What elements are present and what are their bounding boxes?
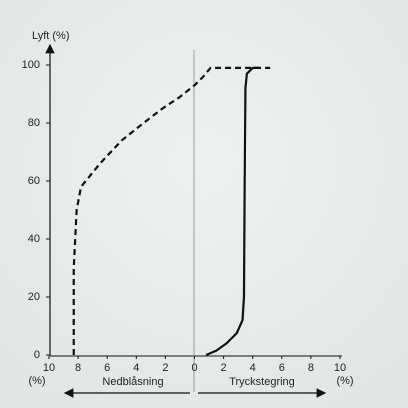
- x-label-left: Nedblåsning: [102, 376, 163, 388]
- x-tick-label: 6: [279, 362, 285, 374]
- data-line: [205, 66, 259, 357]
- x-tick-label: 10: [334, 362, 346, 374]
- y-tick-label: 100: [22, 59, 40, 71]
- y-tick-label: 0: [34, 349, 40, 361]
- y-tick-label: 80: [28, 117, 40, 129]
- x-tick-label: 8: [308, 362, 314, 374]
- y-tick-label: 60: [28, 175, 40, 187]
- x-tick-label: 4: [250, 362, 256, 374]
- x-tick-label: 2: [162, 362, 168, 374]
- y-tick-label: 40: [28, 233, 40, 245]
- y-axis-label: Lyft (%): [32, 30, 70, 42]
- y-tick-label: 20: [28, 291, 40, 303]
- x-tick-label: 8: [75, 362, 81, 374]
- data-line: [72, 66, 271, 355]
- x-tick-label: 2: [221, 362, 227, 374]
- x-label-right: Tryckstegring: [229, 376, 295, 388]
- x-tick-label: 0: [191, 362, 197, 374]
- x-tick-label: 4: [133, 362, 139, 374]
- x-unit-left: (%): [28, 375, 45, 387]
- x-tick-label: 10: [43, 362, 55, 374]
- x-tick-label: 6: [104, 362, 110, 374]
- x-unit-right: (%): [336, 375, 353, 387]
